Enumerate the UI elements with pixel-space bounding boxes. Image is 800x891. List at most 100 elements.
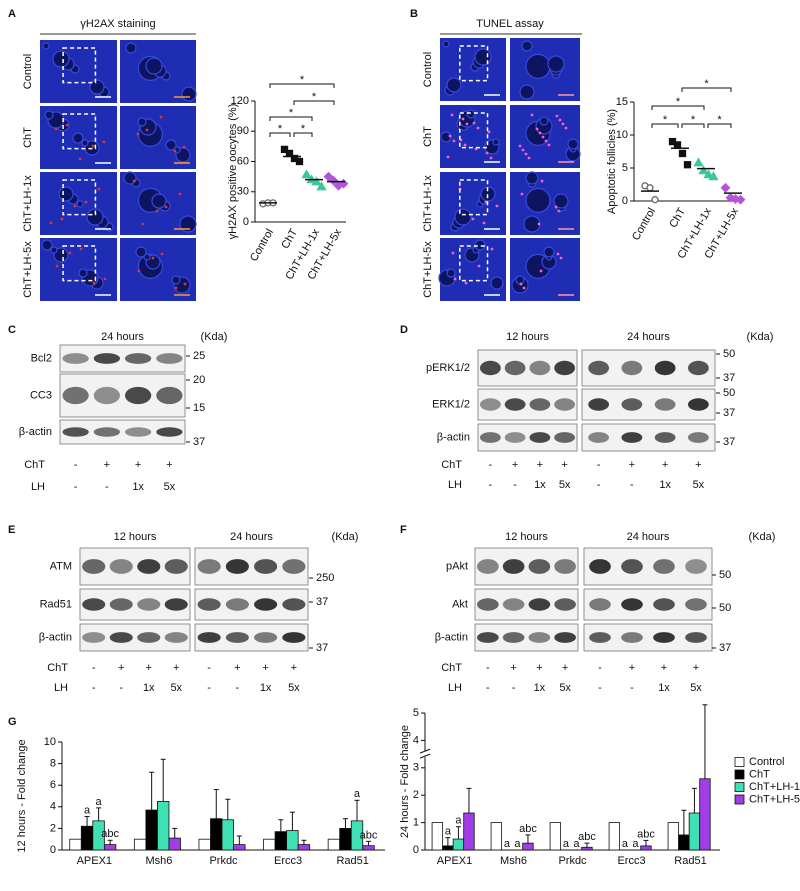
legend-swatch — [734, 794, 745, 805]
band — [621, 398, 643, 411]
band — [82, 632, 106, 643]
band — [687, 360, 709, 376]
stain-dot — [78, 157, 82, 161]
lane-label: - — [597, 459, 601, 471]
blot — [477, 388, 578, 421]
value-label: abc — [578, 831, 596, 843]
band — [125, 427, 152, 437]
y-tick-label: 5 — [622, 162, 628, 174]
stain-dot — [559, 256, 563, 260]
y-tick-label: 2 — [50, 822, 56, 834]
band — [528, 598, 551, 611]
point — [720, 182, 731, 193]
y-tick-label: 1 — [413, 817, 419, 829]
band — [554, 559, 576, 574]
stain-dot — [535, 127, 539, 131]
marker-label: 37 — [316, 642, 328, 654]
band — [125, 353, 152, 364]
band — [554, 432, 576, 443]
follicle — [42, 42, 50, 50]
lane-label: + — [662, 459, 668, 471]
stain-dot — [540, 179, 544, 183]
band — [502, 559, 525, 574]
point — [678, 149, 687, 158]
significance-bracket — [651, 105, 705, 110]
stain-dot — [485, 151, 489, 155]
lane-label: - — [92, 662, 96, 674]
zoom-box — [459, 179, 489, 216]
stain-dot — [522, 286, 526, 290]
band — [479, 360, 501, 376]
stain-dot — [174, 286, 178, 290]
stain-dot — [55, 264, 59, 268]
row-label: Control — [22, 54, 34, 89]
follicle — [137, 117, 147, 127]
band — [282, 632, 306, 643]
row-label: β-actin — [19, 426, 52, 438]
lane-label: + — [562, 662, 568, 674]
band — [282, 598, 306, 611]
y-tick-label: 3 — [413, 762, 419, 774]
lane-label: 1x — [534, 682, 546, 694]
row-label: Akt — [452, 598, 468, 610]
lane-label: + — [262, 662, 268, 674]
bar — [263, 838, 276, 851]
follicle — [454, 208, 472, 226]
band — [477, 598, 499, 611]
treatment-label: ChT — [441, 662, 462, 674]
stain-dot — [471, 217, 475, 221]
marker-label: 50 — [723, 348, 735, 360]
legend-label: ChT — [749, 768, 770, 780]
bar — [233, 844, 246, 851]
band — [254, 598, 278, 611]
band — [82, 598, 106, 611]
stain-dot — [84, 200, 88, 204]
bar — [297, 844, 311, 851]
bar — [442, 845, 454, 851]
band — [589, 559, 611, 574]
stain-dot — [141, 222, 145, 226]
follicle — [442, 40, 450, 48]
stain-dot — [453, 277, 457, 281]
stain-dot — [65, 123, 69, 127]
lane-label: - — [105, 481, 109, 493]
stain-dot — [97, 187, 101, 191]
band — [125, 386, 152, 405]
stain-dot — [487, 130, 491, 134]
value-label: a — [514, 838, 521, 850]
value-label: a — [96, 796, 103, 808]
stain-dot — [463, 143, 467, 147]
band — [62, 353, 89, 364]
band — [554, 360, 576, 376]
point — [651, 196, 659, 204]
lane-label: - — [74, 459, 78, 471]
lane-label: - — [74, 481, 78, 493]
band — [109, 598, 133, 611]
y-axis-label: 12 hours - Fold change — [16, 739, 28, 852]
point — [301, 169, 312, 179]
significance-label: * — [300, 74, 305, 86]
stain-dot — [490, 247, 494, 251]
lane-label: - — [486, 682, 490, 694]
lane-label: 5x — [164, 481, 176, 493]
lane-label: - — [489, 459, 493, 471]
band — [254, 632, 278, 643]
x-tick-label: Msh6 — [145, 855, 172, 867]
bar — [667, 822, 680, 851]
follicle — [81, 139, 89, 147]
lane-label: + — [536, 662, 542, 674]
stain-dot — [547, 143, 551, 147]
band — [93, 427, 120, 437]
significance-bracket — [651, 123, 679, 128]
significance-label: * — [312, 91, 317, 103]
y-tick-label: 2 — [413, 789, 419, 801]
x-tick-label: Msh6 — [500, 855, 527, 867]
follicle — [490, 276, 504, 290]
band — [137, 598, 161, 611]
stain-dot — [520, 192, 524, 196]
y-axis-label: Apoptotic follicles (%) — [606, 109, 618, 214]
significance-label: * — [663, 114, 668, 126]
unit-label: (Kda) — [747, 331, 774, 343]
y-tick-label: 30 — [237, 186, 249, 198]
